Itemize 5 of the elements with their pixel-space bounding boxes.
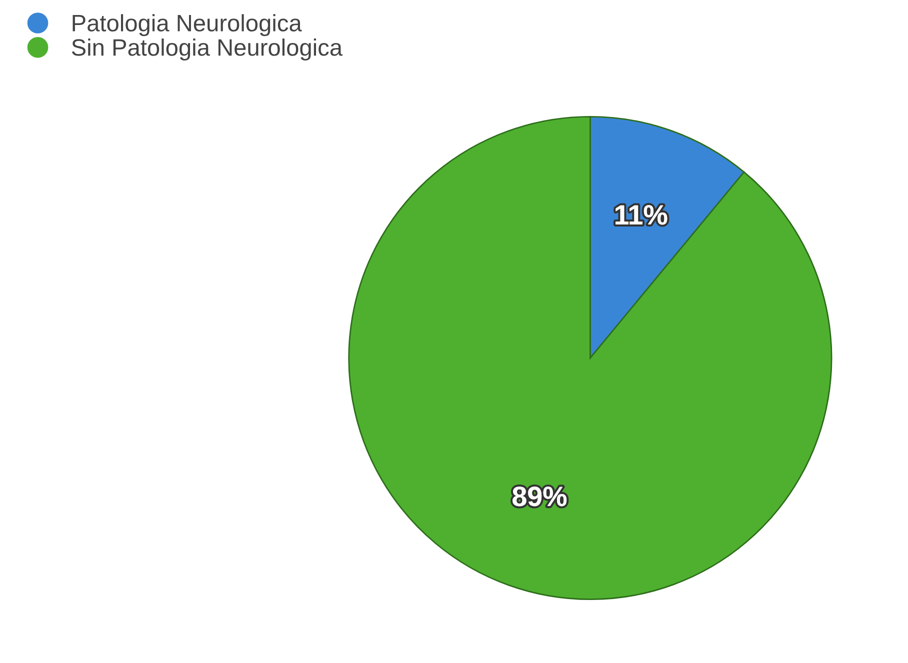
legend-label: Patologia Neurologica	[72, 14, 302, 36]
legend-label: Sin Patologia Neurologica	[72, 38, 343, 61]
pie-slice	[348, 116, 832, 600]
data-label: 11%	[616, 205, 668, 225]
data-label: 89%	[512, 486, 567, 506]
